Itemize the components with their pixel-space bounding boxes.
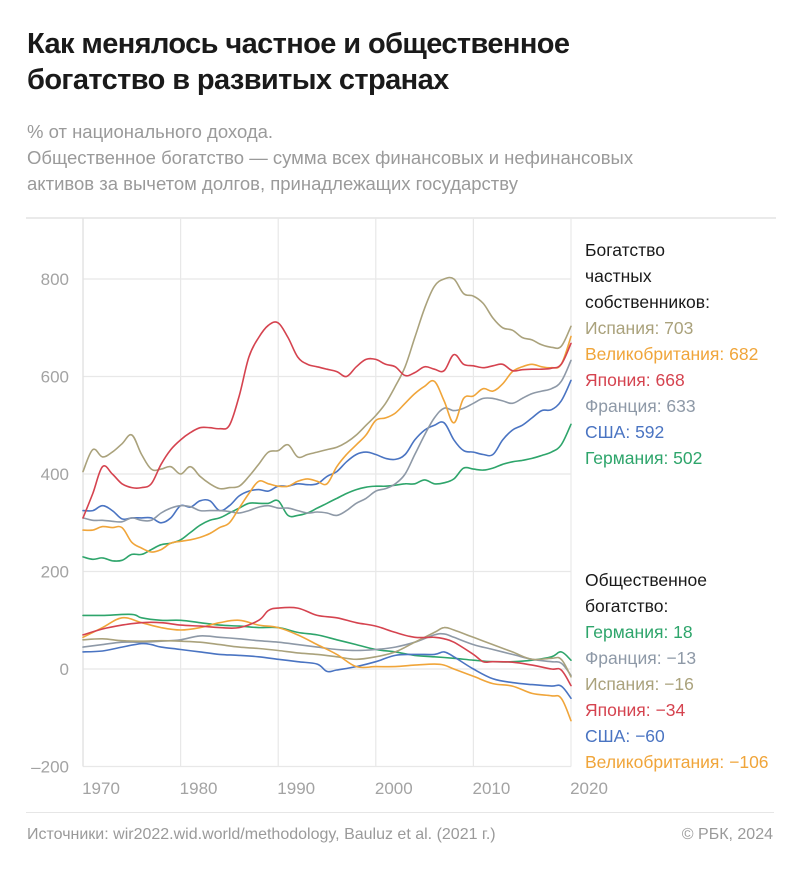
- series-line-private-uk: [82, 335, 572, 553]
- x-tick-label: 1990: [277, 779, 315, 798]
- y-tick-label: 0: [60, 660, 69, 679]
- x-tick-label: 2000: [375, 779, 413, 798]
- legend-heading: частных: [585, 266, 652, 286]
- x-tick-label: 1970: [82, 779, 120, 798]
- y-axis: –200 0 200 400 600 800: [31, 270, 69, 777]
- legend-item-japan: Япония: −34: [585, 700, 685, 720]
- legend-item-france: Франция: −13: [585, 648, 696, 668]
- subtitle-line: Общественное богатство — сумма всех фина…: [27, 147, 634, 168]
- grid: [26, 217, 776, 768]
- y-tick-label: 200: [41, 563, 69, 582]
- legend-item-germany: Германия: 502: [585, 448, 702, 468]
- footer-divider: [26, 812, 774, 813]
- x-tick-label: 2010: [472, 779, 510, 798]
- legend-item-uk: Великобритания: 682: [585, 344, 758, 364]
- series-line-public-spain: [82, 626, 572, 678]
- legend-heading: собственников:: [585, 292, 710, 312]
- subtitle-line: % от национального дохода.: [27, 121, 274, 142]
- y-tick-label: –200: [31, 758, 69, 777]
- series-line-private-usa: [82, 379, 572, 524]
- x-tick-label: 1980: [180, 779, 218, 798]
- series-line-public-uk: [82, 616, 572, 722]
- legend-item-usa: США: 592: [585, 422, 664, 442]
- series-line-private-japan: [82, 321, 572, 519]
- legend-item-usa: США: −60: [585, 726, 665, 746]
- x-tick-label: 2020: [570, 779, 608, 798]
- legend-item-japan: Япония: 668: [585, 370, 685, 390]
- series-line-private-france: [82, 359, 572, 523]
- series-line-private-spain: [82, 276, 572, 490]
- chart-title: Как менялось частное и общественное бога…: [27, 26, 767, 98]
- legend-heading: Общественное: [585, 570, 707, 590]
- series-line-public-usa: [82, 642, 572, 700]
- series-lines: [82, 276, 572, 722]
- legend: Богатство частных собственников: Испания: 7…: [585, 240, 769, 772]
- y-tick-label: 800: [41, 270, 69, 289]
- legend-item-france: Франция: 633: [585, 396, 696, 416]
- legend-item-germany: Германия: 18: [585, 622, 693, 642]
- chart-subtitle: % от национального дохода. Общественное …: [27, 119, 767, 197]
- legend-item-spain: Испания: 703: [585, 318, 693, 338]
- title-line: Как менялось частное и общественное: [27, 28, 570, 60]
- y-tick-label: 600: [41, 368, 69, 387]
- title-line: богатство в развитых странах: [27, 64, 449, 96]
- series-line-private-germany: [82, 423, 572, 562]
- legend-item-uk: Великобритания: −106: [585, 752, 769, 772]
- legend-item-spain: Испания: −16: [585, 674, 694, 694]
- subtitle-line: активов за вычетом долгов, принадлежащих…: [27, 173, 518, 194]
- series-line-public-japan: [82, 606, 572, 687]
- footer-sources: Источники: wir2022.wid.world/methodology…: [27, 826, 496, 843]
- legend-heading: Богатство: [585, 240, 665, 260]
- legend-heading: богатство:: [585, 596, 668, 616]
- x-axis: 1970 1980 1990 2000 2010 2020: [82, 779, 608, 798]
- y-tick-label: 400: [41, 465, 69, 484]
- footer-copyright: © РБК, 2024: [681, 826, 773, 843]
